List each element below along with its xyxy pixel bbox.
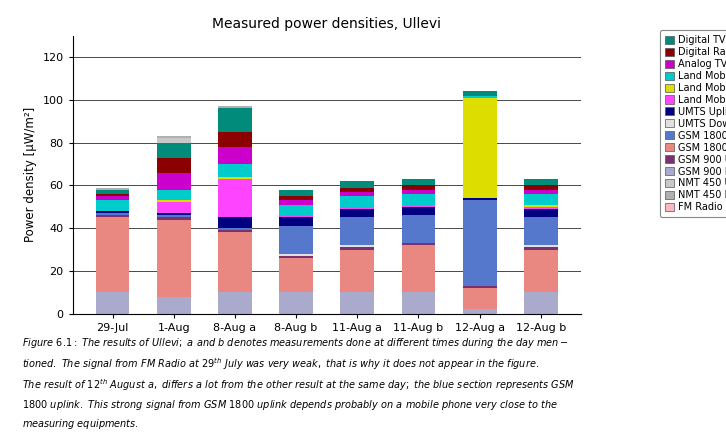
Bar — [340, 247, 374, 250]
Bar — [157, 158, 190, 172]
Bar — [524, 247, 558, 250]
Bar — [280, 205, 313, 215]
Bar — [96, 217, 129, 292]
Bar — [157, 138, 190, 142]
Bar — [280, 215, 313, 217]
Bar — [463, 288, 497, 309]
Bar — [340, 209, 374, 217]
Bar — [401, 194, 436, 205]
Bar — [218, 147, 252, 164]
Text: $\it{Figure\ 6.1:\ The\ results\ of\ Ullevi;\ a\ and\ b\ denotes\ measurements\ : $\it{Figure\ 6.1:\ The\ results\ of\ Ull… — [22, 336, 574, 431]
Bar — [157, 172, 190, 190]
Bar — [218, 177, 252, 179]
Bar — [280, 196, 313, 200]
Bar — [524, 185, 558, 190]
Bar — [524, 205, 558, 207]
Bar — [157, 202, 190, 213]
Bar — [340, 207, 374, 209]
Bar — [524, 209, 558, 217]
Bar — [280, 256, 313, 258]
Bar — [157, 136, 190, 138]
Bar — [401, 190, 436, 194]
Bar — [280, 258, 313, 292]
Bar — [524, 217, 558, 245]
Bar — [218, 233, 252, 292]
Bar — [218, 230, 252, 233]
Bar — [280, 254, 313, 256]
Bar — [218, 292, 252, 314]
Bar — [96, 188, 129, 190]
Bar — [96, 292, 129, 314]
Bar — [401, 292, 436, 314]
Bar — [157, 217, 190, 220]
Bar — [401, 215, 436, 243]
Bar — [463, 91, 497, 96]
Bar — [96, 215, 129, 217]
Bar — [340, 181, 374, 188]
Bar — [157, 215, 190, 217]
Bar — [340, 192, 374, 196]
Bar — [524, 250, 558, 292]
Bar — [157, 200, 190, 202]
Bar — [524, 179, 558, 185]
Bar — [218, 228, 252, 230]
Bar — [340, 292, 374, 314]
Bar — [401, 205, 436, 207]
Bar — [524, 292, 558, 314]
Bar — [96, 211, 129, 213]
Bar — [280, 190, 313, 196]
Bar — [401, 207, 436, 215]
Bar — [280, 217, 313, 226]
Legend: Digital TV, Digital Radio, Analog TV, Land Mobile Radio 140, Land Mobile Radio 3: Digital TV, Digital Radio, Analog TV, La… — [660, 30, 726, 217]
Bar — [157, 297, 190, 314]
Bar — [280, 226, 313, 254]
Bar — [280, 292, 313, 314]
Bar — [218, 217, 252, 228]
Bar — [218, 179, 252, 217]
Bar — [340, 188, 374, 192]
Bar — [340, 196, 374, 207]
Bar — [340, 250, 374, 292]
Bar — [401, 179, 436, 185]
Bar — [401, 243, 436, 245]
Bar — [96, 190, 129, 194]
Bar — [401, 185, 436, 190]
Bar — [524, 194, 558, 205]
Bar — [524, 190, 558, 194]
Y-axis label: Power density [μW/m²]: Power density [μW/m²] — [24, 107, 37, 242]
Bar — [524, 245, 558, 247]
Bar — [157, 142, 190, 158]
Bar — [218, 108, 252, 132]
Bar — [401, 245, 436, 292]
Bar — [218, 164, 252, 177]
Bar — [463, 198, 497, 200]
Bar — [96, 196, 129, 200]
Bar — [218, 132, 252, 147]
Bar — [96, 194, 129, 196]
Bar — [218, 106, 252, 108]
Bar — [463, 98, 497, 198]
Bar — [463, 309, 497, 314]
Bar — [463, 200, 497, 286]
Bar — [340, 217, 374, 245]
Bar — [280, 200, 313, 205]
Bar — [96, 213, 129, 215]
Bar — [340, 245, 374, 247]
Bar — [463, 96, 497, 98]
Bar — [157, 220, 190, 297]
Title: Measured power densities, Ullevi: Measured power densities, Ullevi — [212, 17, 441, 30]
Bar — [96, 200, 129, 211]
Bar — [524, 207, 558, 209]
Bar — [157, 213, 190, 215]
Bar — [463, 286, 497, 288]
Bar — [157, 190, 190, 200]
